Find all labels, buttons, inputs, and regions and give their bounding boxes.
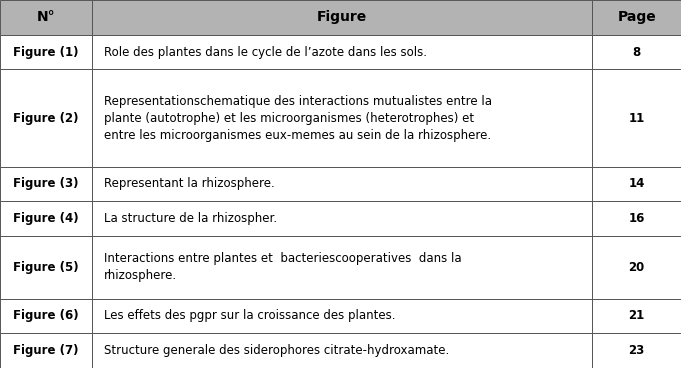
- Bar: [0, 236, 92, 298]
- Text: 20: 20: [629, 261, 645, 274]
- Text: Representant la rhizosphere.: Representant la rhizosphere.: [104, 177, 275, 191]
- Text: Figure (4): Figure (4): [13, 212, 79, 225]
- Bar: [0, 35, 92, 70]
- Bar: [0, 333, 92, 368]
- Text: Structure generale des siderophores citrate-hydroxamate.: Structure generale des siderophores citr…: [104, 344, 449, 357]
- Bar: [92, 167, 592, 201]
- Bar: [0, 167, 92, 201]
- Bar: [0, 298, 92, 333]
- Bar: [92, 333, 592, 368]
- Text: Figure: Figure: [317, 10, 367, 24]
- Text: Les effets des pgpr sur la croissance des plantes.: Les effets des pgpr sur la croissance de…: [104, 309, 396, 322]
- Bar: [92, 70, 592, 167]
- Bar: [592, 167, 681, 201]
- Bar: [92, 298, 592, 333]
- Bar: [0, 0, 92, 35]
- Bar: [92, 236, 592, 298]
- Text: La structure de la rhizospher.: La structure de la rhizospher.: [104, 212, 277, 225]
- Bar: [92, 201, 592, 236]
- Text: Figure (1): Figure (1): [13, 46, 79, 59]
- Text: Representationschematique des interactions mutualistes entre la
plante (autotrop: Representationschematique des interactio…: [104, 95, 492, 142]
- Text: Role des plantes dans le cycle de l’azote dans les sols.: Role des plantes dans le cycle de l’azot…: [104, 46, 427, 59]
- Text: 11: 11: [629, 112, 645, 124]
- Bar: [0, 201, 92, 236]
- Text: Interactions entre plantes et  bacteriescooperatives  dans la
rhizosphere.: Interactions entre plantes et bacteriesc…: [104, 252, 462, 282]
- Bar: [592, 333, 681, 368]
- Text: 16: 16: [629, 212, 645, 225]
- Text: Figure (7): Figure (7): [13, 344, 79, 357]
- Bar: [592, 70, 681, 167]
- Text: Page: Page: [618, 10, 656, 24]
- Text: Figure (2): Figure (2): [13, 112, 79, 124]
- Bar: [592, 298, 681, 333]
- Bar: [592, 201, 681, 236]
- Text: Figure (6): Figure (6): [13, 309, 79, 322]
- Text: 8: 8: [633, 46, 641, 59]
- Bar: [92, 0, 592, 35]
- Bar: [92, 35, 592, 70]
- Text: 14: 14: [629, 177, 645, 191]
- Text: Figure (3): Figure (3): [13, 177, 79, 191]
- Bar: [592, 236, 681, 298]
- Text: N°: N°: [37, 10, 55, 24]
- Bar: [592, 35, 681, 70]
- Bar: [0, 70, 92, 167]
- Text: 21: 21: [629, 309, 645, 322]
- Bar: [592, 0, 681, 35]
- Text: Figure (5): Figure (5): [13, 261, 79, 274]
- Text: 23: 23: [629, 344, 645, 357]
